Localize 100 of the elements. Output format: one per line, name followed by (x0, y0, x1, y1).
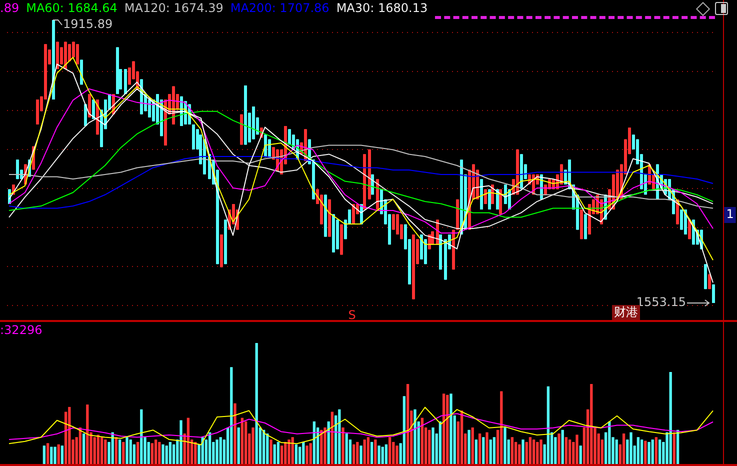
bar (500, 391, 503, 464)
bar (216, 440, 218, 464)
bar (622, 434, 626, 464)
text: MA30: 1680.13 (336, 1, 428, 15)
bar (352, 444, 356, 464)
bar (356, 442, 359, 464)
bar (363, 440, 366, 464)
bar (100, 437, 104, 464)
bar (270, 440, 272, 464)
bar (460, 410, 464, 464)
bar (640, 440, 644, 464)
bar (86, 404, 89, 464)
bar (388, 437, 392, 464)
bar (324, 427, 326, 464)
bar (330, 412, 334, 464)
bar (615, 440, 618, 464)
bar (474, 440, 478, 464)
bar (294, 444, 298, 464)
bar (57, 444, 60, 464)
bar (162, 444, 164, 464)
bar (644, 440, 647, 464)
bar (486, 432, 488, 464)
bar (510, 437, 514, 464)
bar (478, 434, 482, 464)
bar (669, 372, 672, 464)
text: 1 (726, 207, 734, 222)
bar (129, 440, 132, 464)
bar (396, 446, 398, 464)
bar (528, 437, 532, 464)
bar (406, 384, 410, 464)
bar (654, 437, 658, 464)
bar (104, 440, 107, 464)
bar (432, 427, 434, 464)
bar (158, 442, 161, 464)
bar (342, 427, 344, 464)
bar (114, 437, 118, 464)
bar (154, 440, 158, 464)
bar (370, 442, 374, 464)
bar (82, 434, 86, 464)
bar (504, 427, 506, 464)
bar (280, 446, 284, 464)
bar (288, 440, 290, 464)
bar (366, 437, 370, 464)
bar (558, 434, 560, 464)
bar (219, 437, 222, 464)
bar (414, 409, 416, 464)
bar (273, 444, 276, 464)
text: 财港 (614, 305, 638, 320)
bar (96, 434, 100, 464)
text: S (348, 308, 356, 322)
bar (150, 443, 154, 464)
bar (50, 446, 53, 464)
bar (240, 418, 244, 464)
bar (68, 406, 71, 464)
bar (208, 432, 212, 464)
bar (450, 394, 452, 464)
bar (165, 446, 168, 464)
bar (438, 421, 442, 464)
bar (309, 443, 312, 464)
bar (471, 427, 474, 464)
bar (360, 446, 362, 464)
bar (536, 442, 539, 464)
bar (244, 421, 248, 464)
bar (630, 432, 632, 464)
bar (118, 440, 122, 464)
bar (46, 443, 50, 464)
bar (276, 442, 280, 464)
text: :32296 (0, 323, 42, 337)
bar (561, 430, 564, 464)
bar (651, 440, 654, 464)
bar (468, 430, 470, 464)
bar (374, 440, 377, 464)
bar (252, 427, 254, 464)
bar (608, 421, 611, 464)
text: .89 (0, 1, 20, 15)
bar (140, 409, 143, 464)
bar (136, 442, 140, 464)
bar (302, 442, 305, 464)
bar (672, 432, 676, 464)
bar (522, 440, 524, 464)
bar (255, 342, 258, 464)
bar (532, 440, 536, 464)
bar (60, 446, 64, 464)
bar (54, 446, 56, 464)
bar (338, 409, 341, 464)
text: MA200: 1707.86 (230, 1, 330, 15)
bar (230, 367, 233, 464)
bar (266, 434, 269, 464)
bar (576, 434, 578, 464)
bar (442, 394, 446, 464)
bar (168, 442, 172, 464)
bar (384, 444, 388, 464)
bar (378, 446, 380, 464)
bar (590, 384, 593, 464)
bar (291, 437, 294, 464)
bar (428, 430, 431, 464)
bar (237, 427, 240, 464)
bar (579, 446, 582, 464)
bar (420, 418, 424, 464)
bar (122, 442, 125, 464)
